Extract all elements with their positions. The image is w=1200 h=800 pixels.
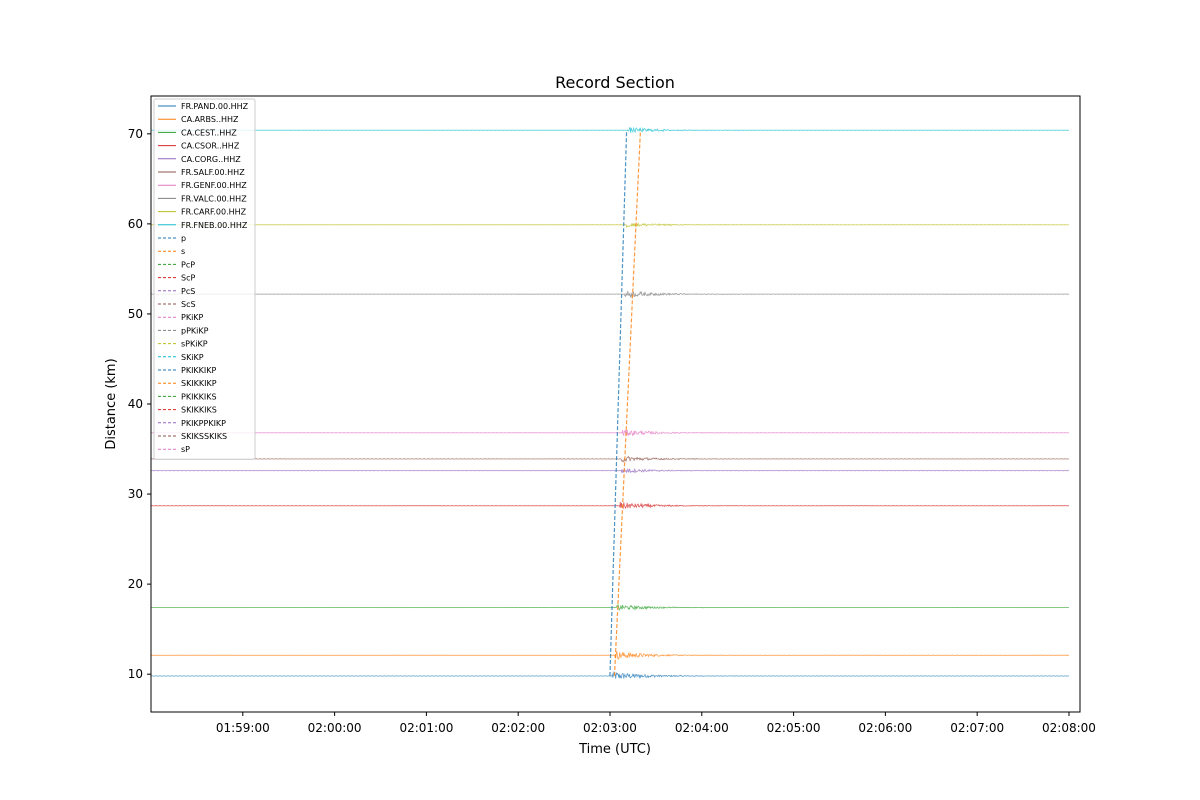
legend-label-fr-pand-00-hhz: FR.PAND.00.HHZ [181, 102, 249, 111]
legend-label-pkikkikp: PKIKKIKP [181, 366, 217, 375]
x-tick-label: 02:00:00 [308, 721, 362, 735]
chart-title: Record Section [555, 73, 675, 92]
y-tick-label: 70 [128, 127, 143, 141]
legend-label-skikkiks: SKIKKIKS [181, 406, 217, 415]
legend-label-fr-valc-00-hhz: FR.VALC.00.HHZ [181, 194, 247, 203]
legend-label-ca-corg-hhz: CA.CORG..HHZ [181, 155, 241, 164]
legend-label-fr-carf-00-hhz: FR.CARF.00.HHZ [181, 208, 247, 217]
phase-curve-p [609, 130, 628, 676]
legend-label-fr-salf-00-hhz: FR.SALF.00.HHZ [181, 168, 245, 177]
trace-fr-salf-00-hhz [151, 455, 1070, 463]
trace-ca-csor-hhz [151, 502, 1069, 510]
y-tick-label: 40 [128, 397, 143, 411]
legend: FR.PAND.00.HHZ CA.ARBS..HHZ CA.CEST..HHZ CA… [153, 98, 256, 460]
trace-fr-fneb-00-hhz [151, 126, 1070, 134]
legend-box [153, 98, 256, 460]
legend-label-ca-cest-hhz: CA.CEST..HHZ [181, 128, 237, 137]
legend-label-scs: ScS [181, 300, 196, 309]
legend-label-p: p [181, 234, 186, 243]
legend-label-pkikkiks: PKIKKIKS [181, 392, 217, 401]
legend-label-spkikp: sPKiKP [181, 340, 208, 349]
legend-label-ca-arbs-hhz: CA.ARBS..HHZ [181, 115, 239, 124]
legend-label-scp: ScP [181, 274, 195, 283]
trace-fr-pand-00-hhz [151, 671, 1069, 680]
x-tick-label: 02:06:00 [858, 721, 912, 735]
trace-fr-valc-00-hhz [151, 290, 1070, 299]
legend-label-ca-csor-hhz: CA.CSOR..HHZ [181, 142, 240, 151]
x-tick-label: 01:59:00 [216, 721, 270, 735]
y-tick-label: 20 [128, 577, 143, 591]
legend-label-fr-genf-00-hhz: FR.GENF.00.HHZ [181, 181, 247, 190]
legend-label-skikp: SKiKP [181, 353, 204, 362]
legend-label-skikkikp: SKIKKIKP [181, 379, 217, 388]
legend-label-pkikppkikp: PKIKPPKIKP [181, 419, 226, 428]
x-tick-label: 02:08:00 [1042, 721, 1096, 735]
trace-ca-cest-hhz [151, 603, 1070, 612]
trace-fr-genf-00-hhz [151, 429, 1070, 437]
legend-label-s: s [181, 247, 185, 256]
x-axis-label: Time (UTC) [578, 742, 651, 757]
legend-label-pcs: PcS [181, 287, 195, 296]
x-tick-label: 02:02:00 [491, 721, 545, 735]
x-tick-label: 02:03:00 [583, 721, 637, 735]
legend-label-pkikp: PKiKP [181, 313, 204, 322]
y-tick-label: 50 [128, 307, 143, 321]
y-axis-label: Distance (km) [104, 358, 119, 449]
phase-curve-s [613, 130, 642, 677]
x-tick-label: 02:05:00 [767, 721, 821, 735]
legend-label-sp: sP [181, 445, 190, 454]
x-tick-label: 02:07:00 [950, 721, 1004, 735]
y-axis: 10 20 30 40 50 60 70 [128, 127, 151, 681]
trace-ca-corg-hhz [151, 467, 1070, 474]
x-tick-label: 02:01:00 [399, 721, 453, 735]
y-tick-label: 30 [128, 487, 143, 501]
legend-label-ppkikp: pPKiKP [181, 326, 209, 335]
plot-area [151, 126, 1070, 680]
legend-label-pcp: PcP [181, 260, 195, 269]
legend-label-skiksskiks: SKIKSSKIKS [181, 432, 227, 441]
x-tick-label: 02:04:00 [675, 721, 729, 735]
trace-fr-carf-00-hhz [151, 221, 1070, 229]
y-tick-label: 60 [128, 217, 143, 231]
legend-label-fr-fneb-00-hhz: FR.FNEB.00.HHZ [181, 221, 248, 230]
x-axis: 01:59:00 02:00:00 02:01:00 02:02:00 02:03:00… [216, 712, 1096, 735]
y-tick-label: 10 [128, 667, 143, 681]
